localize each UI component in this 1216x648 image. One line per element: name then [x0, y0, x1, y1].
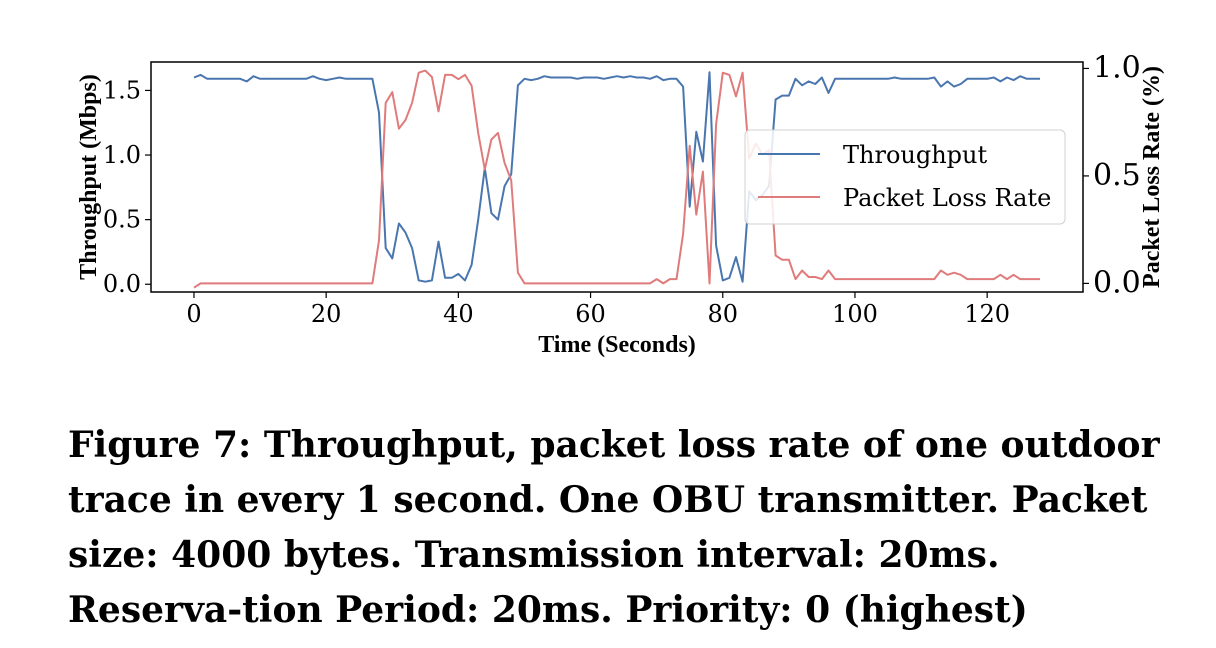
x-tick-label: 120 — [964, 300, 1010, 328]
x-axis: 0 20 40 60 80 100 120 — [186, 292, 1010, 328]
plot-frame — [150, 61, 1084, 293]
legend-label-packet-loss-rate: Packet Loss Rate — [843, 184, 1051, 212]
x-tick-label: 100 — [832, 300, 878, 328]
x-tick-label: 0 — [186, 300, 201, 328]
left-y-tick-label: 1.0 — [103, 141, 141, 169]
series-line-throughput — [193, 71, 1040, 283]
figure-caption: Figure 7: Throughput, packet loss rate o… — [68, 424, 1160, 631]
right-y-axis-label: Packet Loss Rate (%) — [1139, 66, 1165, 288]
left-y-tick-label: 0.5 — [103, 206, 141, 234]
x-tick-label: 60 — [575, 300, 606, 328]
left-y-tick-label: 0.0 — [103, 270, 141, 298]
left-y-axis: 0.0 0.5 1.0 1.5 — [103, 76, 151, 298]
legend: Throughput Packet Loss Rate — [744, 129, 1066, 225]
chart: 0 20 40 60 80 100 120 0.0 0.5 1.0 1.5 0.0 0.5 1.0 T… — [76, 50, 1165, 358]
legend-box — [744, 129, 1066, 225]
right-y-tick-label: 0.5 — [1093, 158, 1141, 193]
left-y-axis-label: Throughput (Mbps) — [76, 74, 102, 280]
legend-label-throughput: Throughput — [843, 141, 987, 169]
series-line-packet-loss-rate — [193, 69, 1040, 289]
x-axis-label: Time (Seconds) — [538, 332, 696, 358]
right-y-tick-label: 1.0 — [1093, 50, 1141, 85]
left-y-tick-label: 1.5 — [103, 76, 141, 104]
right-y-axis: 0.0 0.5 1.0 — [1083, 50, 1141, 300]
x-tick-label: 80 — [707, 300, 738, 328]
right-y-tick-label: 0.0 — [1093, 265, 1141, 300]
x-tick-label: 20 — [311, 300, 342, 328]
plot-lines — [193, 69, 1040, 289]
x-tick-label: 40 — [443, 300, 474, 328]
